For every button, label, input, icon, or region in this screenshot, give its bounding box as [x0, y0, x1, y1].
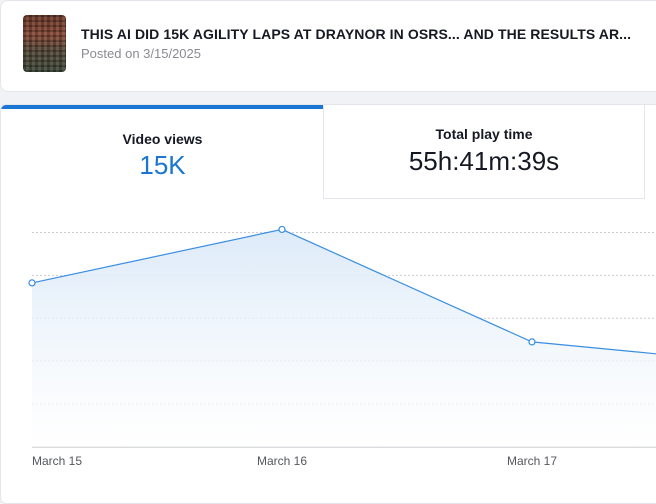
tab-video-views-label: Video views: [122, 131, 203, 147]
tab-video-views[interactable]: Video views 15K: [1, 105, 324, 199]
tab-total-play-time-value: 55h:41m:39s: [408, 146, 560, 176]
tab-video-views-value: 15K: [139, 150, 186, 180]
video-thumbnail[interactable]: [23, 15, 66, 72]
post-date: Posted on 3/15/2025: [81, 46, 201, 61]
post-header-card: THIS AI DID 15K AGILITY LAPS AT DRAYNOR …: [0, 0, 656, 92]
tab-total-play-time[interactable]: Total play time 55h:41m:39s: [323, 105, 645, 199]
analytics-card: Video views 15K Total play time 55h:41m:…: [0, 104, 656, 504]
tab-total-play-time-label: Total play time: [435, 126, 533, 142]
video-title[interactable]: THIS AI DID 15K AGILITY LAPS AT DRAYNOR …: [81, 26, 632, 42]
